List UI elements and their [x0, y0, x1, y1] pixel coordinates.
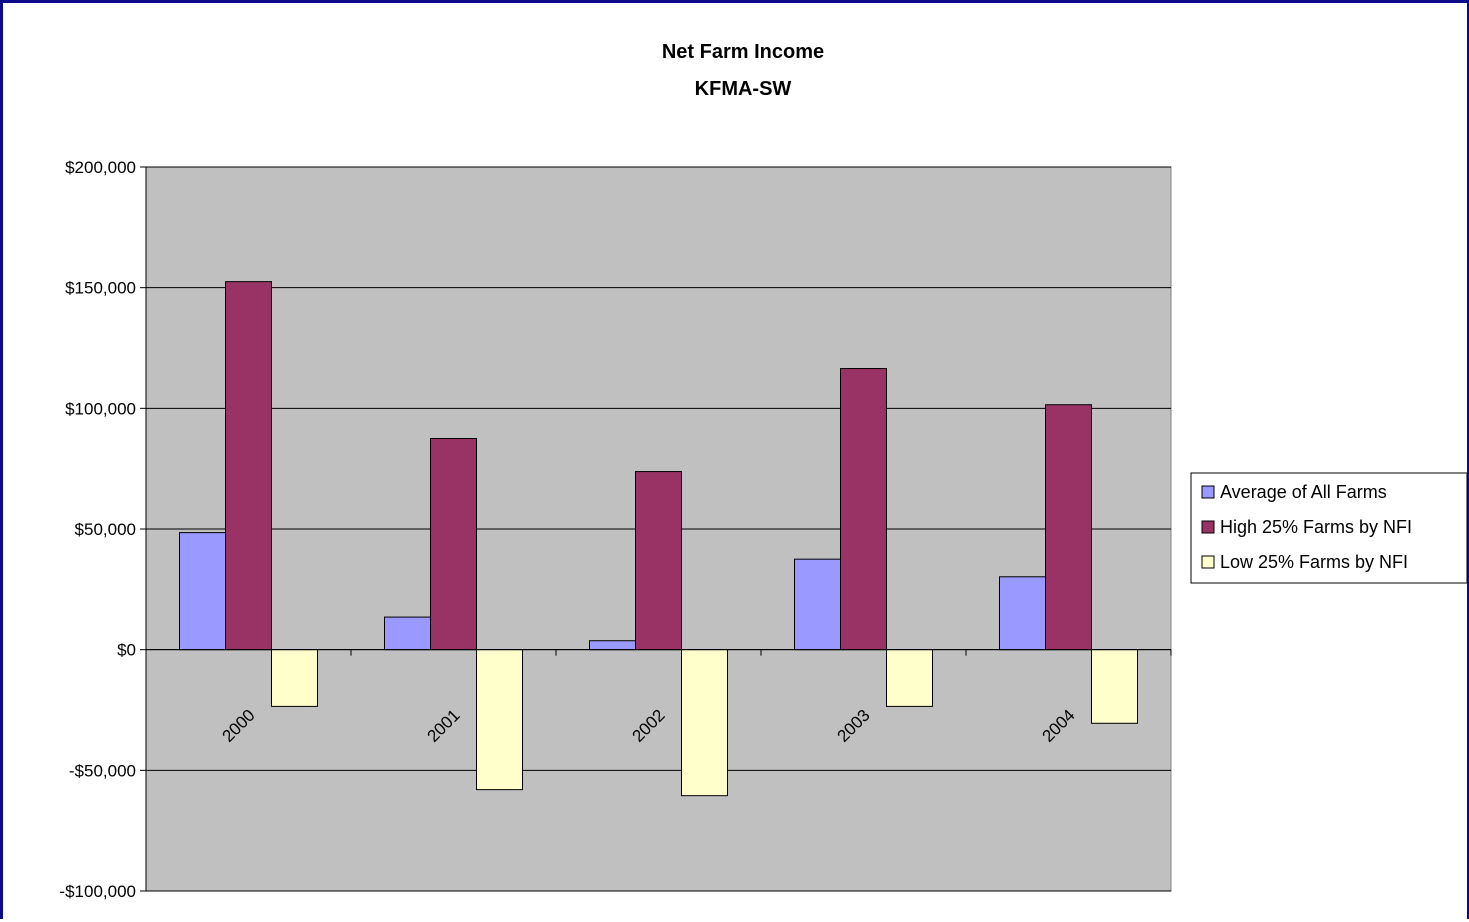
y-tick-label: $200,000 [65, 158, 136, 177]
bar [225, 281, 272, 651]
legend-label: Low 25% Farms by NFI [1220, 552, 1408, 572]
y-tick-label: $100,000 [65, 399, 136, 418]
legend-label: High 25% Farms by NFI [1220, 517, 1412, 537]
legend: Average of All Farms High 25% Farms by NF… [1190, 472, 1468, 584]
bar [476, 649, 523, 791]
bar [999, 576, 1046, 651]
bar [271, 649, 318, 707]
bar [1091, 649, 1138, 724]
y-tick-label: -$50,000 [69, 761, 136, 780]
plot-area: $200,000 $150,000 $100,000 $50,000 $0 -$50,00… [59, 158, 1172, 901]
chart-title: Net Farm Income [662, 41, 824, 63]
bar [681, 649, 728, 797]
legend-label: Average of All Farms [1220, 482, 1387, 502]
legend-swatch [1201, 555, 1215, 569]
bar [886, 649, 933, 707]
legend-swatch [1201, 485, 1215, 499]
y-tick-label: -$100,000 [59, 882, 136, 901]
legend-box [1190, 472, 1468, 584]
bar [840, 368, 887, 651]
bar [179, 532, 226, 651]
bar [1045, 404, 1092, 651]
legend-swatch [1201, 520, 1215, 534]
bar [384, 616, 431, 651]
bar [430, 438, 477, 651]
bar [794, 558, 841, 651]
chart-canvas: Net Farm Income KFMA-SW $200,000 $150,000… [59, 41, 1468, 901]
y-tick-label: $50,000 [75, 520, 136, 539]
y-tick-label: $0 [117, 641, 136, 660]
bar [635, 471, 682, 651]
y-tick-label: $150,000 [65, 279, 136, 298]
bar [589, 640, 636, 651]
chart-subtitle: KFMA-SW [695, 78, 792, 100]
